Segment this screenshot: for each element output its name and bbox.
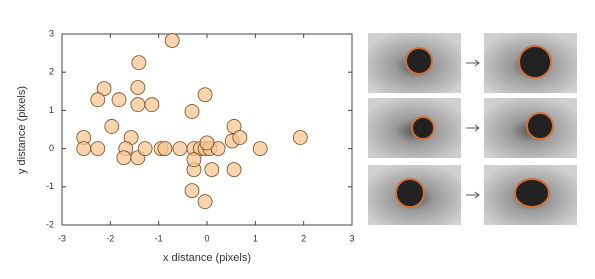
eye-marker xyxy=(518,45,552,79)
point xyxy=(252,141,268,157)
x-tick-label: -2 xyxy=(106,233,114,243)
point xyxy=(184,183,200,199)
eye-marker xyxy=(526,112,554,140)
point xyxy=(76,141,92,157)
point xyxy=(164,33,180,48)
point xyxy=(144,97,160,113)
point xyxy=(232,130,248,145)
y-tick-label: 0 xyxy=(49,143,54,153)
eye-marker xyxy=(514,178,550,208)
x-tick-label: 2 xyxy=(301,233,306,243)
point xyxy=(186,152,202,168)
point xyxy=(96,81,112,97)
point xyxy=(104,119,120,134)
point xyxy=(90,141,106,157)
point xyxy=(116,150,132,166)
y-tick-label: 2 xyxy=(49,67,54,77)
y-tick-label: -1 xyxy=(46,181,54,191)
y-tick-label: 1 xyxy=(49,105,54,115)
point xyxy=(199,135,215,151)
arrows xyxy=(466,59,480,199)
x-tick-label: 1 xyxy=(253,233,258,243)
point xyxy=(130,80,146,95)
y-tick-label: -2 xyxy=(46,219,54,229)
point xyxy=(226,162,242,178)
y-axis-label: y distance (pixels) xyxy=(16,86,28,174)
point xyxy=(137,141,153,157)
point xyxy=(172,141,188,157)
point xyxy=(197,194,213,210)
point xyxy=(130,97,146,113)
point xyxy=(184,104,200,119)
eye-marker xyxy=(411,116,435,140)
point xyxy=(131,55,147,71)
point xyxy=(90,92,106,108)
x-tick-label: 3 xyxy=(349,233,354,243)
point xyxy=(111,92,127,108)
x-tick-label: 0 xyxy=(204,233,209,243)
point xyxy=(204,162,220,178)
point xyxy=(292,130,308,145)
point xyxy=(157,141,173,157)
x-axis-label: x distance (pixels) xyxy=(163,252,251,264)
x-tick-label: -1 xyxy=(155,233,163,243)
point xyxy=(197,87,213,103)
eye-marker xyxy=(395,178,425,208)
eye-images xyxy=(368,33,577,225)
eye-marker xyxy=(405,47,433,75)
x-tick-label: -3 xyxy=(58,233,66,243)
y-tick-label: 3 xyxy=(49,28,54,38)
